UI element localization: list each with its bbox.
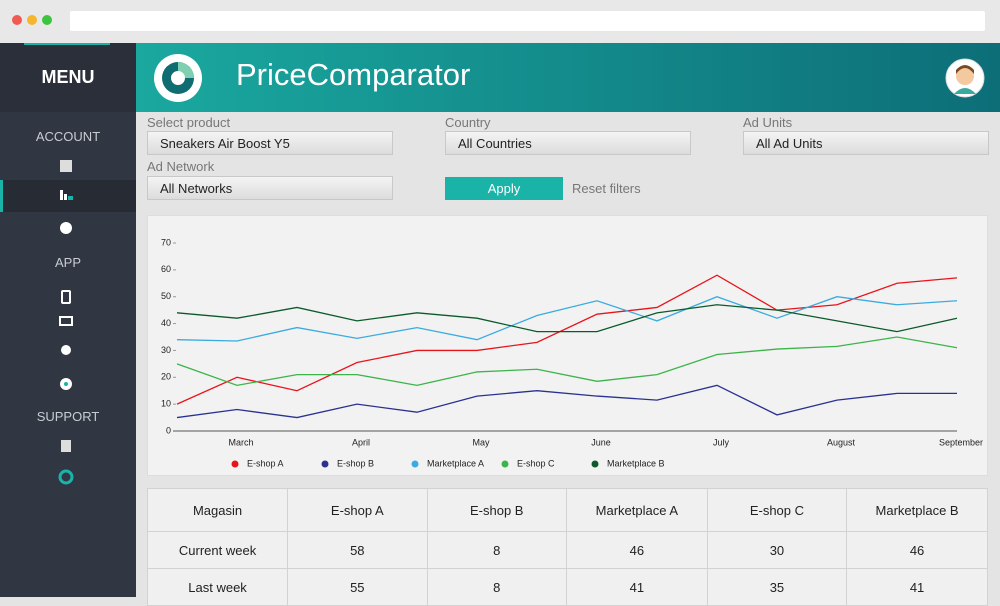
y-tick-label: 20 xyxy=(161,372,171,382)
legend-swatch xyxy=(591,460,599,468)
x-tick-label: May xyxy=(472,437,490,447)
table-row: Last week 55 8 41 35 41 xyxy=(146,568,988,606)
table-cell: 41 xyxy=(846,568,988,606)
table-cell: 8 xyxy=(426,531,567,569)
series-line xyxy=(176,304,958,333)
table-cell: E-shop A xyxy=(287,488,428,532)
icons[interactable] xyxy=(58,160,74,485)
legend-swatch xyxy=(411,460,419,468)
app-title: PriceComparator xyxy=(236,57,471,92)
x-tick-label: July xyxy=(713,437,730,447)
min-dot[interactable] xyxy=(27,15,37,25)
legend-label: Marketplace B xyxy=(607,458,665,468)
legend-label: Marketplace A xyxy=(427,458,484,468)
table-row: Current week 58 8 46 30 46 xyxy=(146,531,988,569)
header: PriceComparator xyxy=(136,43,1000,112)
x-tick-label: June xyxy=(591,437,611,447)
max-dot[interactable] xyxy=(42,15,52,25)
menu-title: MENU xyxy=(0,43,136,112)
country-select[interactable]: All Countries xyxy=(445,131,691,155)
table-cell: 8 xyxy=(426,568,567,606)
table-cell: 46 xyxy=(846,531,988,569)
x-tick-label: August xyxy=(827,437,856,447)
y-tick-label: 50 xyxy=(161,291,171,301)
summary-table: Magasin E-shop A E-shop B Marketplace A E-sh… xyxy=(146,488,988,606)
adunits-select[interactable]: All Ad Units xyxy=(743,131,989,155)
table-cell: Marketplace A xyxy=(565,488,708,532)
filter-label: Select product xyxy=(147,115,231,130)
series-line xyxy=(176,384,957,419)
x-tick-label: March xyxy=(228,437,253,447)
series-line xyxy=(176,336,958,387)
avatar[interactable] xyxy=(945,58,985,98)
chart-panel: 0 10 20 30 40 50 60 70 March April May June July Augu… xyxy=(147,215,988,476)
section-label: APP xyxy=(54,255,81,270)
close-dot[interactable] xyxy=(12,15,22,25)
filter-label: Ad Network xyxy=(147,159,215,174)
table-cell: E-shop C xyxy=(706,488,848,532)
active-bar xyxy=(0,180,3,212)
table-cell: 55 xyxy=(287,568,428,606)
y-tick-label: 10 xyxy=(161,399,171,409)
address-bar[interactable] xyxy=(70,11,985,31)
x-tick-label: September xyxy=(939,437,983,447)
y-tick-label: 70 xyxy=(161,237,171,247)
table-cell: Marketplace B xyxy=(846,488,988,532)
filter-label: Ad Units xyxy=(743,115,793,130)
product-select[interactable]: Sneakers Air Boost Y5 xyxy=(147,131,393,155)
table-cell: Magasin xyxy=(146,488,289,532)
menu-accent xyxy=(24,43,110,45)
table-cell: 30 xyxy=(706,531,848,569)
y-tick-label: 60 xyxy=(161,264,171,274)
y-tick-label: 0 xyxy=(166,425,171,435)
table-cell: 41 xyxy=(565,568,708,606)
legend-label: E-shop A xyxy=(247,458,284,468)
chart: 0 10 20 30 40 50 60 70 March April May June July Augu… xyxy=(161,237,983,468)
table-cell: Current week xyxy=(146,531,289,569)
legend-swatch xyxy=(231,460,239,468)
table-cell: 35 xyxy=(706,568,848,606)
table-cell: Last week xyxy=(146,568,289,606)
y-tick-label: 30 xyxy=(161,345,171,355)
table-row: Magasin E-shop A E-shop B Marketplace A E-sh… xyxy=(146,488,988,532)
table-cell: 46 xyxy=(565,531,708,569)
table-cell: 58 xyxy=(287,531,428,569)
legend-swatch xyxy=(501,460,509,468)
filter-label: Country xyxy=(445,115,491,130)
series-line xyxy=(176,296,958,342)
x-tick-label: April xyxy=(352,437,370,447)
legend-label: E-shop B xyxy=(337,458,374,468)
series-line xyxy=(176,274,958,405)
section-label: SUPPORT xyxy=(36,409,100,424)
browser-bar xyxy=(0,0,1000,43)
y-tick-label: 40 xyxy=(161,318,171,328)
logo xyxy=(154,54,202,102)
network-select[interactable]: All Networks xyxy=(147,176,393,200)
legend-label: E-shop C xyxy=(517,458,555,468)
legend-swatch xyxy=(321,460,329,468)
reset-link[interactable]: Reset filters xyxy=(572,181,641,196)
sidebar: MENU ACCOUNT APP SUPPORT xyxy=(0,43,136,597)
apply-button[interactable]: Apply xyxy=(445,177,563,200)
sidebar-icons xyxy=(58,160,74,485)
table-cell: E-shop B xyxy=(426,488,567,532)
section-label: ACCOUNT xyxy=(35,129,101,144)
